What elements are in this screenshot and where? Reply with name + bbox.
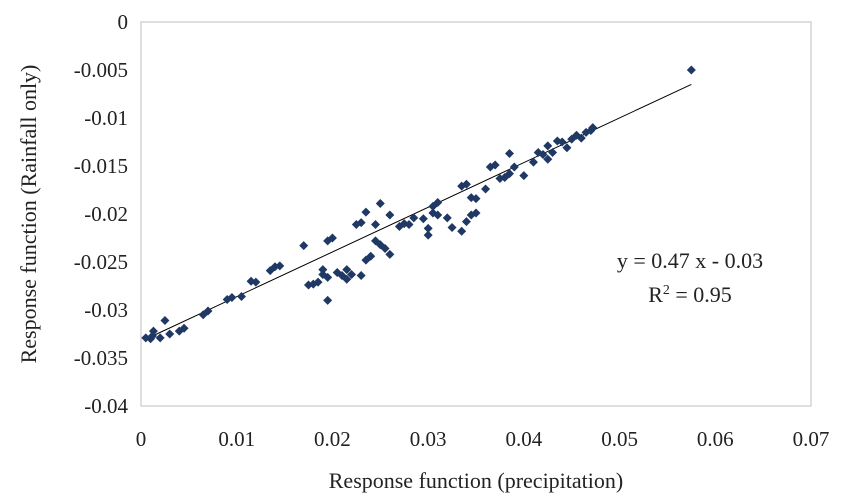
data-point (371, 220, 380, 230)
data-point (179, 323, 189, 333)
x-tick-label: 0.04 (505, 427, 542, 451)
data-point (366, 251, 376, 261)
r-squared-label: R2 = 0.95 (648, 282, 732, 307)
data-point (347, 269, 357, 279)
data-point (562, 143, 572, 153)
data-point (461, 217, 471, 227)
data-point (275, 261, 285, 271)
y-axis-title: Response function (Rainfall only) (16, 65, 41, 364)
data-point (481, 184, 491, 194)
data-point (423, 223, 433, 233)
r-squared-sup: 2 (663, 283, 670, 298)
y-tick-label: -0.01 (84, 106, 128, 130)
x-tick-label: 0.05 (601, 427, 638, 451)
data-point (404, 220, 414, 230)
data-point (342, 274, 352, 284)
data-point (471, 208, 481, 218)
x-tick-label: 0 (136, 427, 147, 451)
data-point (576, 133, 586, 143)
data-point (251, 277, 261, 287)
data-point (557, 137, 567, 147)
data-point (160, 316, 170, 326)
equation-label: y = 0.47 x - 0.03 (617, 248, 763, 273)
data-point (356, 218, 366, 228)
data-point (409, 213, 419, 223)
data-points (141, 65, 696, 344)
data-point (375, 198, 385, 208)
data-point (461, 179, 471, 189)
data-point (385, 210, 395, 220)
y-tick-label: -0.015 (74, 154, 128, 178)
data-point (586, 125, 596, 135)
data-point (538, 149, 548, 159)
x-tick-label: 0.02 (314, 427, 351, 451)
y-tick-label: -0.035 (74, 346, 128, 370)
data-point (380, 244, 390, 254)
data-point (313, 277, 323, 287)
data-point (361, 255, 371, 265)
data-point (686, 65, 696, 75)
y-tick-label: 0 (118, 10, 129, 34)
data-point (318, 265, 328, 275)
x-tick-label: 0.07 (793, 427, 830, 451)
y-tick-label: -0.02 (84, 202, 128, 226)
data-point (155, 333, 165, 343)
data-point (323, 272, 333, 282)
x-tick-label: 0.03 (410, 427, 447, 451)
data-point (509, 162, 519, 172)
y-tick-label: -0.03 (84, 298, 128, 322)
data-point (581, 127, 591, 137)
data-point (227, 293, 237, 303)
data-point (428, 201, 438, 211)
y-tick-label: -0.025 (74, 250, 128, 274)
data-point (385, 249, 395, 259)
r-squared-prefix: R (648, 282, 663, 307)
data-point (148, 326, 158, 336)
data-point (342, 265, 352, 275)
data-point (447, 222, 457, 232)
data-point (471, 194, 481, 204)
data-point (237, 292, 246, 302)
data-point (423, 230, 433, 240)
y-tick-label: -0.005 (74, 58, 128, 82)
data-point (327, 233, 337, 243)
y-tick-label: -0.04 (84, 394, 128, 418)
r-squared-suffix: = 0.95 (670, 282, 732, 307)
x-axis-ticks: 0 0.01 0.02 0.03 0.04 0.05 0.06 0.07 (136, 427, 830, 451)
data-point (490, 160, 500, 170)
data-point (418, 214, 428, 224)
y-axis-ticks: 0 -0.005 -0.01 -0.015 -0.02 -0.025 -0.03 -0.035… (74, 10, 129, 418)
data-point (505, 149, 514, 159)
data-point (588, 123, 598, 133)
data-point (323, 295, 333, 305)
data-point (528, 157, 538, 167)
x-tick-label: 0.01 (218, 427, 255, 451)
data-point (356, 270, 366, 280)
data-point (548, 148, 558, 158)
x-axis-title: Response function (precipitation) (329, 468, 623, 493)
plot-frame (140, 21, 812, 407)
data-point (361, 207, 371, 217)
data-point (543, 141, 553, 151)
data-point (442, 213, 452, 223)
data-point (505, 169, 514, 179)
data-point (519, 171, 529, 181)
data-point (165, 329, 175, 339)
data-point (457, 226, 467, 236)
x-tick-label: 0.06 (697, 427, 734, 451)
data-point (203, 306, 213, 316)
data-point (543, 154, 553, 164)
data-point (299, 241, 309, 251)
data-point (433, 210, 443, 220)
